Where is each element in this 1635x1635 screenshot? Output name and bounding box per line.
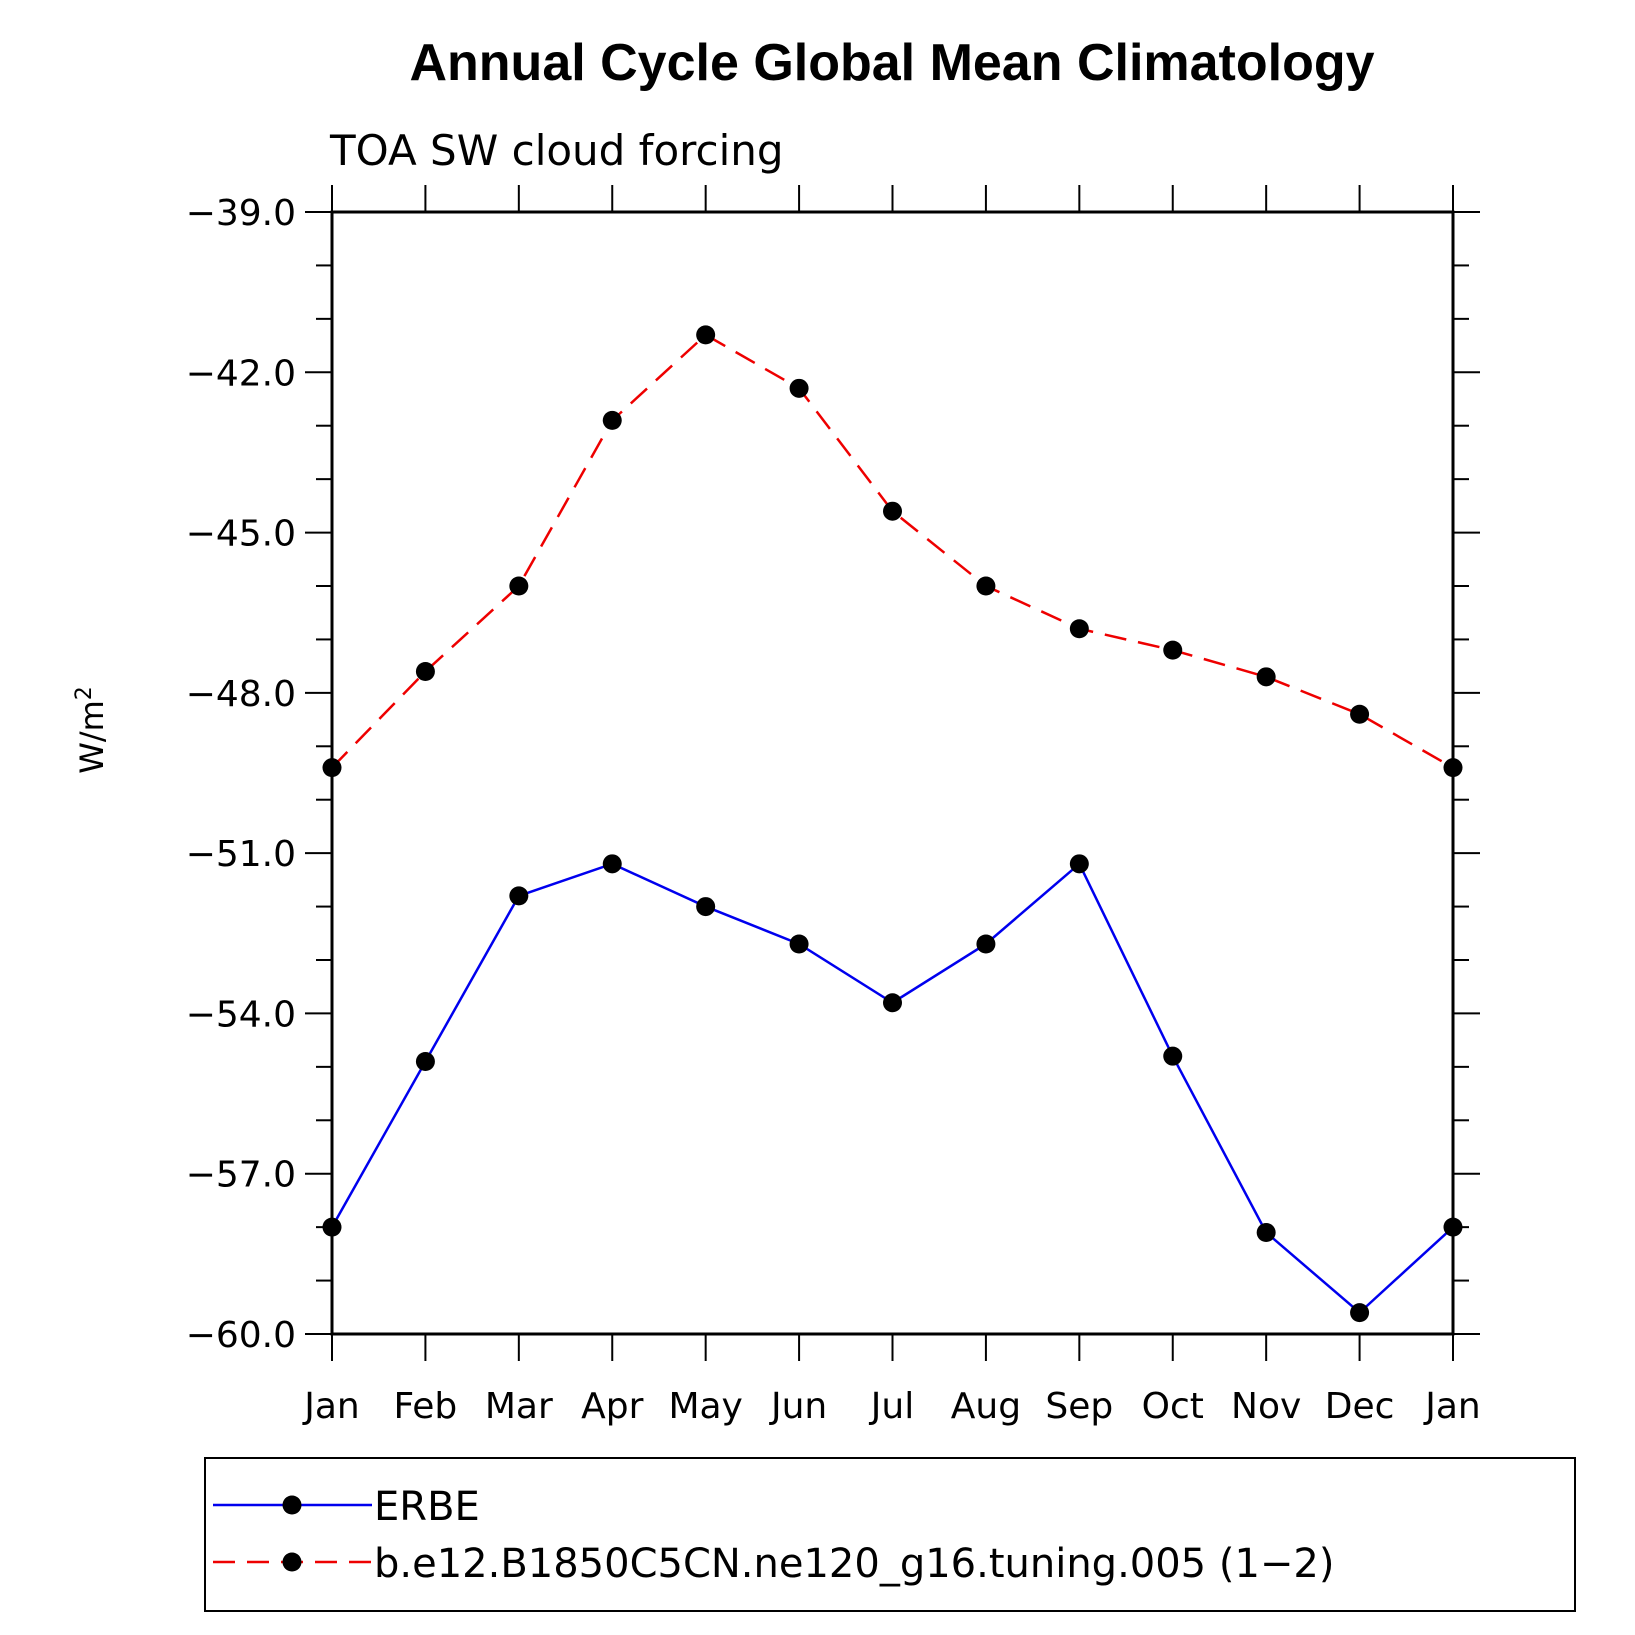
x-tick-label: Nov: [1231, 1386, 1301, 1427]
series-2-point: [1163, 640, 1183, 660]
series-line-1: [330, 861, 1454, 1315]
series-1-point: [509, 886, 529, 906]
x-tick-label: Aug: [951, 1386, 1021, 1427]
y-tick-label: −39.0: [186, 193, 296, 234]
x-tick-label: May: [668, 1386, 742, 1427]
series-2-point: [509, 576, 529, 596]
series-2-point: [789, 378, 809, 398]
y-tick-label: −57.0: [186, 1155, 296, 1196]
series-line-2: [331, 333, 1454, 769]
y-axis-label-superscript: 2: [72, 686, 97, 700]
series-1-point: [1350, 1303, 1370, 1323]
y-tick-label: −48.0: [186, 674, 296, 715]
x-tick-label: Jan: [302, 1386, 360, 1427]
x-tick-label: Sep: [1045, 1386, 1113, 1427]
series-1-point: [322, 1217, 342, 1237]
x-tick-label: Feb: [394, 1386, 458, 1427]
series-1-point: [1256, 1222, 1276, 1242]
series-2-point: [1443, 758, 1463, 778]
series-1-point: [789, 934, 809, 954]
x-tick-label: Dec: [1325, 1386, 1395, 1427]
y-axis-label-text: W/m: [73, 700, 111, 774]
series-2-point: [322, 758, 342, 778]
series-1-point: [1069, 854, 1089, 874]
chart-title: Annual Cycle Global Mean Climatology: [409, 34, 1374, 92]
x-tick-label: Apr: [581, 1386, 643, 1427]
series-2-point: [1256, 667, 1276, 687]
y-tick-label: −51.0: [186, 834, 296, 875]
series-2-point: [415, 661, 435, 681]
series-1-point: [976, 934, 996, 954]
x-tick-label: Jan: [1423, 1386, 1481, 1427]
y-tick-label: −45.0: [186, 514, 296, 555]
series-2-point: [696, 325, 716, 345]
legend-marker-2: [282, 1552, 302, 1572]
legend-box: [204, 1457, 1576, 1612]
series-2-point: [1069, 619, 1089, 639]
series-1-point: [415, 1052, 435, 1072]
legend-marker-1: [282, 1495, 302, 1515]
plot-frame: [330, 210, 1455, 1336]
series-1-point: [602, 854, 622, 874]
x-tick-labels: Jan Feb Mar Apr May Jun Jul Aug Sep Oct Nov Dec Jan: [302, 1386, 1481, 1427]
series: [322, 325, 1463, 1323]
y-tick-label: −54.0: [186, 994, 296, 1035]
y-tick-label: −60.0: [186, 1315, 296, 1356]
legend: ERBE b.e12.B1850C5CN.ne120_g16.tuning.005…: [204, 1457, 1576, 1612]
series-2-point: [602, 410, 622, 430]
chart-subtitle: TOA SW cloud forcing: [329, 126, 784, 175]
y-axis-label: W/m2: [72, 686, 111, 774]
y-tick-labels: −39.0 −42.0 −45.0 −48.0 −51.0 −54.0 −57.0 −60.0: [186, 193, 296, 1356]
axes: [305, 185, 1480, 1361]
series-2-point: [883, 501, 902, 521]
series-1-point: [696, 897, 716, 917]
legend-label-1: ERBE: [374, 1484, 480, 1530]
svg-text:W/m2: W/m2: [72, 686, 111, 774]
x-tick-label: Oct: [1142, 1386, 1204, 1427]
series-1-point: [1443, 1217, 1463, 1237]
series-1-point: [883, 993, 902, 1013]
series-2-point: [976, 576, 996, 596]
series-1-point: [1163, 1046, 1183, 1066]
x-tick-label: Jun: [769, 1386, 827, 1427]
x-tick-label: Mar: [485, 1386, 553, 1427]
series-2-point: [1350, 704, 1370, 724]
y-tick-label: −42.0: [186, 353, 296, 394]
x-tick-label: Jul: [869, 1386, 914, 1427]
legend-label-2: b.e12.B1850C5CN.ne120_g16.tuning.005 (1−…: [374, 1541, 1334, 1587]
